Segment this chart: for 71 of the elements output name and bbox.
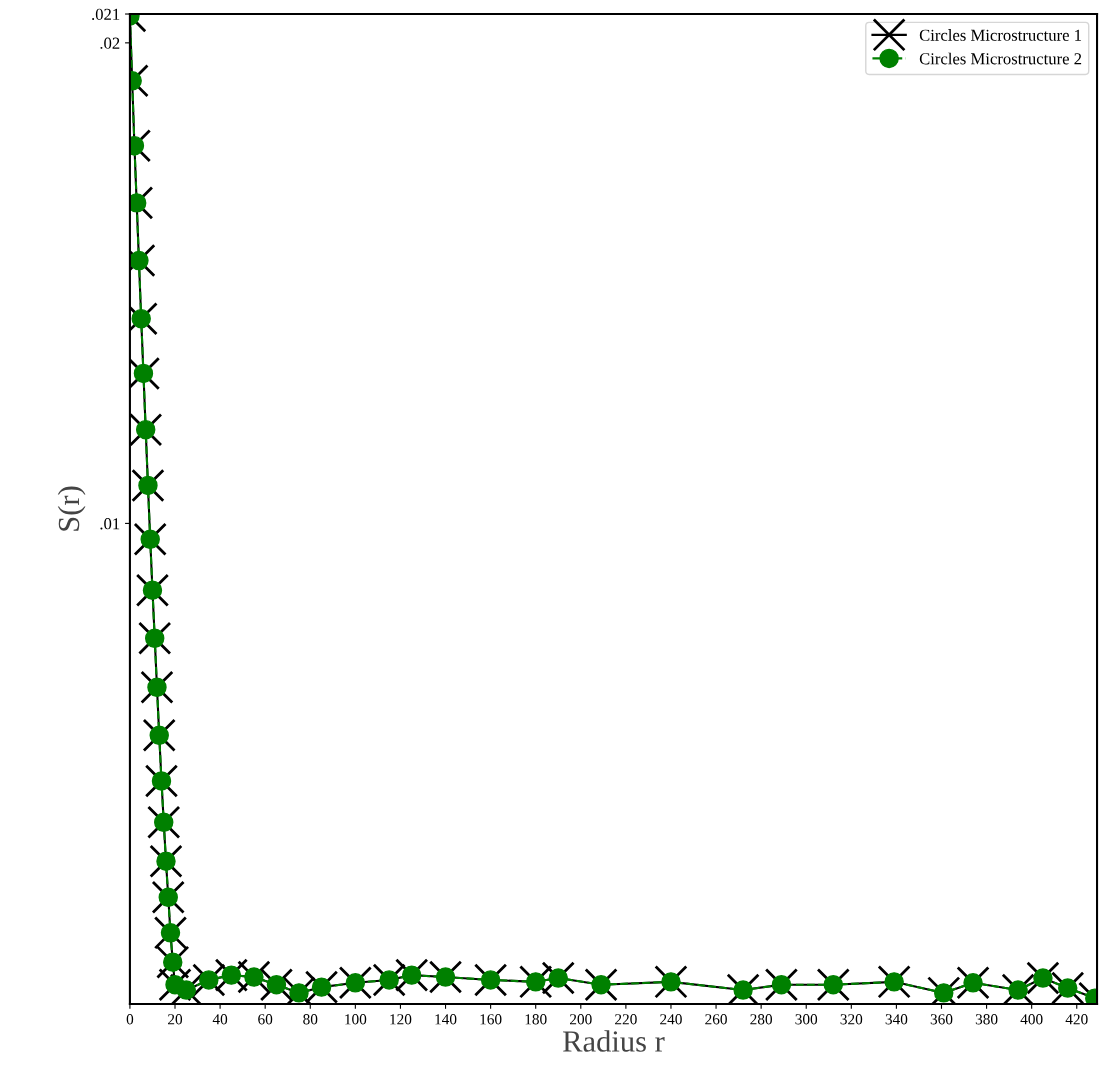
x-tick-label: 100	[345, 1014, 367, 1025]
point	[1008, 980, 1028, 1000]
point	[480, 970, 501, 990]
point	[379, 970, 399, 990]
point	[244, 967, 264, 987]
point	[154, 812, 174, 833]
x-tick-label: 200	[570, 1014, 592, 1025]
point	[140, 529, 160, 549]
x-tick-label: 420	[1065, 1014, 1088, 1025]
point	[435, 967, 456, 987]
x-tick-label: 400	[1020, 1014, 1043, 1025]
point	[142, 580, 163, 600]
x-tick-label: 80	[303, 1014, 318, 1025]
legend-label: Circles Microstructure 1	[919, 29, 1082, 41]
x-tick-label: 180	[525, 1014, 547, 1025]
point	[131, 308, 151, 329]
x-tick-label: 40	[212, 1014, 228, 1025]
point	[138, 475, 158, 496]
y-tick-label: .021	[92, 8, 120, 21]
point	[311, 977, 332, 997]
point	[1058, 978, 1078, 998]
x-tick-label: 340	[885, 1014, 908, 1025]
point	[266, 975, 287, 995]
x-tick-label: 120	[390, 1014, 412, 1025]
y-tick-label: .01	[100, 518, 120, 530]
x-tick-label: 280	[750, 1014, 773, 1025]
point	[525, 972, 546, 992]
x-tick-label: 380	[975, 1014, 998, 1025]
point	[176, 980, 197, 1000]
point	[884, 972, 904, 992]
point	[548, 968, 568, 988]
point	[151, 771, 172, 791]
x-tick-label: 60	[258, 1014, 273, 1025]
point	[733, 980, 753, 1000]
point	[345, 973, 366, 993]
legend-label: Circles Microstructure 2	[919, 52, 1082, 65]
x-tick-label: 300	[795, 1014, 818, 1025]
x-tick-label: 220	[615, 1014, 637, 1025]
point	[661, 972, 681, 992]
x-tick-label: 240	[660, 1014, 682, 1025]
x-axis-title: Radius r	[563, 1030, 665, 1052]
x-tick-label: 20	[168, 1014, 183, 1025]
point	[1033, 968, 1053, 988]
point	[934, 983, 954, 1003]
point	[221, 965, 242, 985]
point	[144, 628, 165, 648]
y-axis-title: S(r)	[57, 486, 86, 531]
y-tick-label: .02	[100, 37, 120, 49]
x-tick-label: 160	[480, 1014, 502, 1025]
point	[149, 725, 169, 746]
point	[823, 975, 844, 995]
point	[156, 851, 176, 871]
x-tick-label: 320	[840, 1014, 863, 1025]
point	[147, 677, 167, 697]
point	[129, 193, 147, 213]
point	[158, 887, 178, 907]
point	[133, 363, 154, 384]
point	[160, 923, 181, 943]
point	[163, 952, 183, 972]
point	[129, 250, 149, 271]
x-tick-label: 0	[126, 1014, 134, 1025]
point	[289, 983, 309, 1003]
point	[963, 973, 983, 993]
point	[771, 975, 792, 995]
point	[401, 965, 422, 985]
point	[591, 975, 611, 995]
point	[135, 419, 156, 440]
x-tick-label: 140	[435, 1014, 457, 1025]
point	[199, 970, 219, 990]
x-tick-label: 360	[930, 1014, 953, 1025]
x-tick-label: 260	[705, 1014, 727, 1025]
